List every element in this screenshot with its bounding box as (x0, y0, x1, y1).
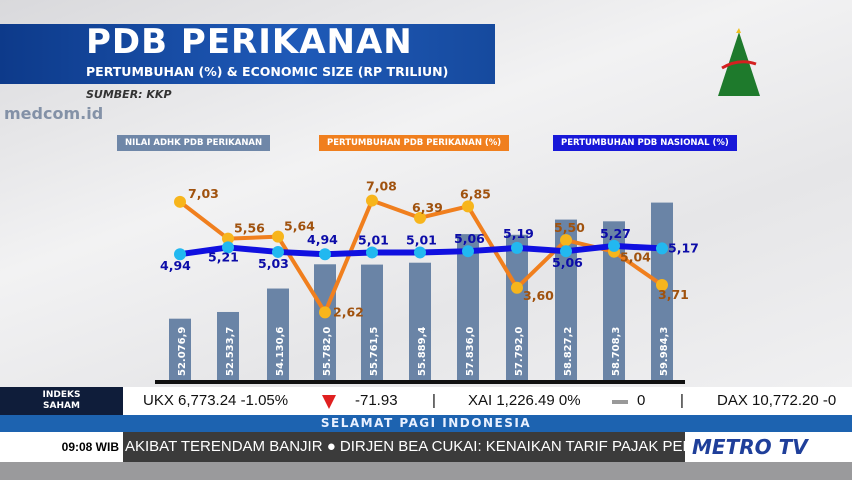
christmas-tree-icon (718, 28, 760, 96)
national-growth-label: 5,01 (358, 232, 389, 247)
bar-label: 58.827,2 (563, 327, 574, 376)
chart: 52.076,9 52.533,7 54.130,6 55.782,0 55.761,5… (155, 179, 699, 384)
national-growth-point (608, 239, 620, 252)
fishery-growth-label: 6,39 (412, 200, 443, 215)
national-growth-point (656, 242, 668, 255)
bottom-strip (0, 462, 852, 480)
stock-ticker: INDEKS SAHAM UKX 6,773.24 -1.05% -71.93 |… (0, 387, 852, 415)
national-growth-point (272, 245, 284, 258)
x-axis-line (155, 380, 685, 384)
national-growth-point (511, 241, 523, 254)
bar (409, 262, 431, 380)
legend-bar: NILAI ADHK PDB PERIKANAN (117, 135, 271, 151)
fishery-growth-point (414, 211, 426, 224)
source-label: SUMBER: KKP (86, 88, 172, 101)
national-growth-label: 4,94 (160, 258, 191, 273)
fishery-growth-point (511, 281, 523, 294)
title-banner (0, 24, 495, 84)
bar (217, 311, 239, 380)
fishery-growth-label: 3,71 (658, 287, 689, 302)
national-growth-point (222, 241, 234, 254)
fishery-growth-point (319, 306, 331, 319)
national-growth-label: 5,27 (600, 226, 631, 241)
program-name: SELAMAT PAGI INDONESIA (0, 415, 852, 432)
fishery-growth-label: 7,08 (366, 179, 397, 194)
national-growth-point (366, 246, 378, 259)
national-growth-label: 5,19 (503, 226, 534, 241)
bar-label: 52.533,7 (225, 327, 236, 376)
bar (267, 288, 289, 380)
national-growth-label: 4,94 (307, 232, 338, 247)
separator: | (432, 392, 436, 409)
fishery-growth-label: 3,60 (523, 288, 554, 303)
fishery-growth-point (272, 230, 284, 243)
subtitle: PERTUMBUHAN (%) & ECONOMIC SIZE (RP TRIL… (86, 64, 449, 79)
flat-icon (612, 400, 628, 404)
index-label-line1: INDEKS (42, 390, 81, 400)
bar-label: 54.130,6 (275, 327, 286, 376)
national-growth-label: 5,06 (454, 231, 485, 246)
stock-xai-change: 0 (637, 392, 646, 409)
news-ticker: 09:08 WIB AKIBAT TERENDAM BANJIR ● DIRJE… (0, 432, 852, 462)
bar (555, 219, 577, 380)
fishery-growth-point (656, 279, 668, 292)
bar-label: 55.889,4 (417, 327, 428, 376)
fishery-growth-point (560, 234, 572, 247)
fishery-growth-point (174, 195, 186, 208)
national-growth-point (319, 248, 331, 261)
bar (169, 318, 191, 380)
stock-dax: DAX 10,772.20 -0 (717, 392, 837, 409)
fishery-growth-point (366, 194, 378, 207)
fishery-growth-label: 5,64 (284, 219, 315, 234)
national-growth-point (462, 245, 474, 258)
national-growth-label: 5,03 (258, 256, 289, 271)
stock-ukx: UKX 6,773.24 -1.05% (143, 392, 289, 409)
bar-label: 52.076,9 (177, 327, 188, 376)
separator: | (680, 392, 684, 409)
page-title: PDB PERIKANAN (86, 22, 413, 62)
bar (506, 234, 528, 380)
bar-label: 55.782,0 (322, 327, 333, 376)
national-growth-label: 5,06 (552, 255, 583, 270)
national-growth-label: 5,21 (208, 249, 239, 264)
fishery-growth-label: 5,50 (554, 220, 585, 235)
bar (314, 264, 336, 380)
national-growth-point (414, 246, 426, 259)
index-label-line2: SAHAM (43, 401, 80, 411)
bar-label: 57.836,0 (465, 327, 476, 376)
fishery-growth-label: 2,62 (333, 304, 364, 319)
news-text: AKIBAT TERENDAM BANJIR ● DIRJEN BEA CUKA… (123, 432, 685, 462)
national-growth-label: 5,17 (668, 240, 699, 255)
bar-label: 58.708,3 (611, 327, 622, 376)
bar-label: 59.984,3 (659, 327, 670, 376)
watermark-logo: medcom.id (4, 104, 104, 123)
index-label: INDEKS SAHAM (0, 387, 123, 415)
fishery-growth-point (222, 232, 234, 245)
national-growth-label: 5,01 (406, 232, 437, 247)
legend-national-growth: PERTUMBUHAN PDB NASIONAL (%) (553, 135, 737, 151)
fishery-growth-label: 7,03 (188, 186, 219, 201)
bar (603, 221, 625, 380)
bar (457, 234, 479, 380)
stock-ukx-change: -71.93 (355, 392, 398, 409)
fishery-growth-label: 5,04 (620, 250, 651, 265)
bar (361, 264, 383, 380)
national-growth-point (174, 248, 186, 261)
bar-label: 57.792,0 (514, 327, 525, 376)
fishery-growth-point (462, 200, 474, 213)
fishery-growth-label: 6,85 (460, 186, 491, 201)
clock: 09:08 WIB (61, 440, 119, 454)
bar-label: 55.761,5 (369, 327, 380, 376)
down-arrow-icon (322, 395, 336, 409)
national-growth-point (560, 245, 572, 258)
legend-fishery-growth: PERTUMBUHAN PDB PERIKANAN (%) (319, 135, 510, 151)
fishery-growth-label: 5,56 (234, 221, 265, 236)
channel-logo: METRO TV (692, 435, 808, 459)
stock-xai: XAI 1,226.49 0% (468, 392, 581, 409)
